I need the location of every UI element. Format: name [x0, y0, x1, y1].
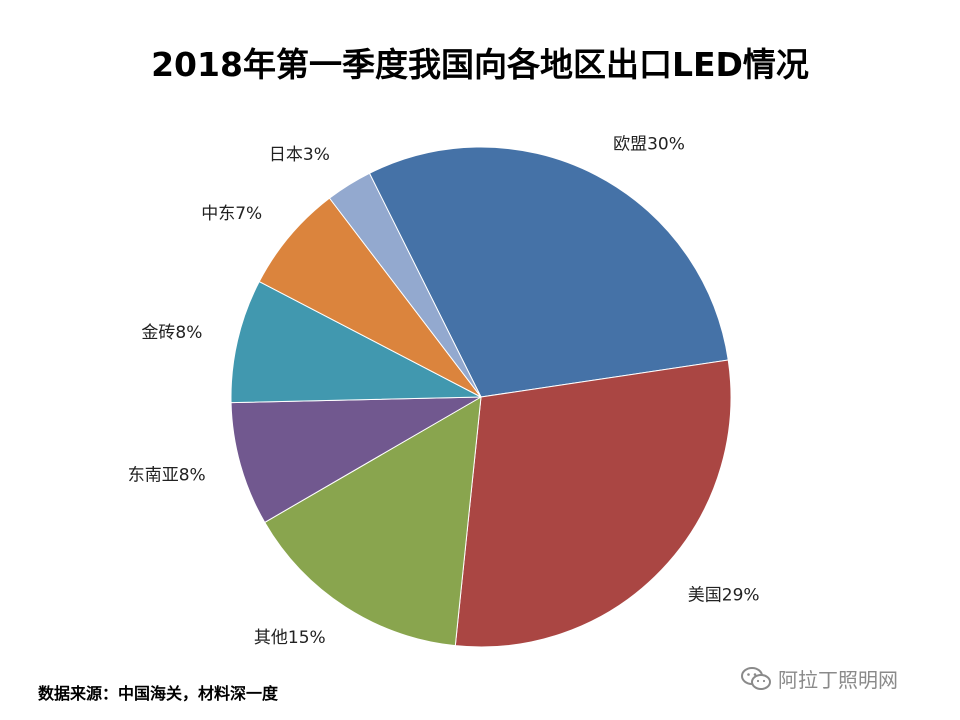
pie-slice-6: [258, 197, 482, 398]
wechat-icon: [740, 666, 772, 692]
watermark: 阿拉丁照明网: [740, 664, 898, 693]
slice-label-6: 中东7%: [201, 204, 262, 224]
slice-label-1: 欧盟30%: [613, 134, 685, 154]
watermark-text: 阿拉丁照明网: [778, 668, 898, 692]
chart-title: 2018年第一季度我国向各地区出口LED情况: [151, 45, 809, 84]
slice-label-5: 金砖8%: [141, 323, 202, 343]
pie-slice-2: [454, 359, 732, 648]
slice-label-7: 日本3%: [269, 145, 330, 165]
slice-label-3: 其他15%: [254, 628, 326, 648]
pie-slice-5: [230, 280, 482, 404]
pie-slice-4: [230, 396, 482, 524]
pie-slice-1: [368, 146, 729, 398]
pie-slice-3: [264, 396, 482, 647]
pie-slice-7: [328, 172, 482, 398]
source-note: 数据来源：中国海关，材料深一度: [38, 684, 279, 703]
slice-label-2: 美国29%: [688, 586, 760, 606]
slice-label-4: 东南亚8%: [128, 465, 206, 485]
